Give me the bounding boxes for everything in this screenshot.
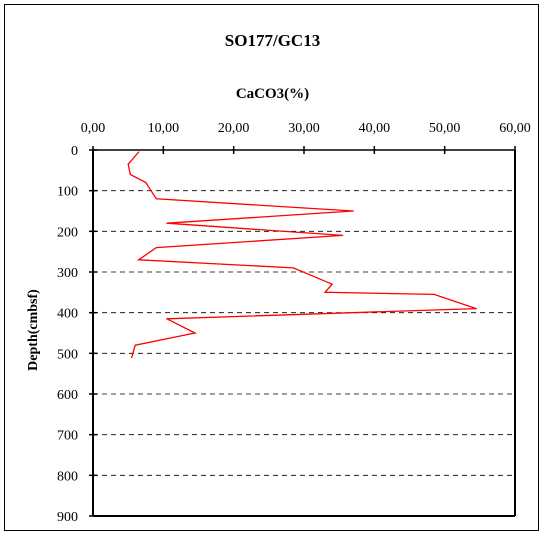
y-tick-label: 400 <box>57 307 78 322</box>
y-tick-label: 600 <box>57 388 78 403</box>
x-tick-label: 20,00 <box>218 121 250 136</box>
data-point <box>127 163 129 165</box>
x-tick-label: 60,00 <box>499 121 531 136</box>
x-tick-label: 0,00 <box>81 121 106 136</box>
data-point <box>475 308 477 310</box>
data-point <box>138 151 140 153</box>
y-tick-label: 700 <box>57 429 78 444</box>
data-point <box>155 247 157 249</box>
y-tick-label: 500 <box>57 347 78 362</box>
data-point <box>166 318 168 320</box>
y-tick-label: 800 <box>57 469 78 484</box>
y-tick-label: 300 <box>57 266 78 281</box>
x-tick-label: 10,00 <box>148 121 180 136</box>
y-tick-label: 100 <box>57 185 78 200</box>
data-point <box>433 293 435 295</box>
data-point <box>166 222 168 224</box>
x-tick-label: 30,00 <box>288 121 320 136</box>
data-point <box>194 332 196 334</box>
data-point <box>292 267 295 269</box>
series-line <box>127 151 477 358</box>
data-point <box>352 210 354 212</box>
data-point <box>129 173 131 175</box>
y-tick-label: 200 <box>57 225 78 240</box>
chart-title: SO177/GC13 <box>224 31 321 50</box>
data-series <box>127 151 477 358</box>
data-point <box>324 291 326 293</box>
y-tick-label: 0 <box>71 144 78 159</box>
axes <box>89 146 516 517</box>
data-point <box>145 181 147 184</box>
x-tick-label: 40,00 <box>359 121 391 136</box>
data-point <box>155 198 157 200</box>
x-tick-label: 50,00 <box>429 121 461 136</box>
gridlines <box>93 190 515 476</box>
data-point <box>138 259 140 261</box>
tick-labels: 0,00 10,00 20,00 30,00 40,00 50,00 60,00 0 100 20… <box>57 121 531 525</box>
data-point <box>134 344 136 346</box>
data-point <box>331 283 333 285</box>
data-point <box>131 356 133 358</box>
x-axis-title: CaCO3(%) <box>235 86 310 102</box>
y-tick-label: 900 <box>57 510 78 525</box>
data-point <box>342 234 344 236</box>
